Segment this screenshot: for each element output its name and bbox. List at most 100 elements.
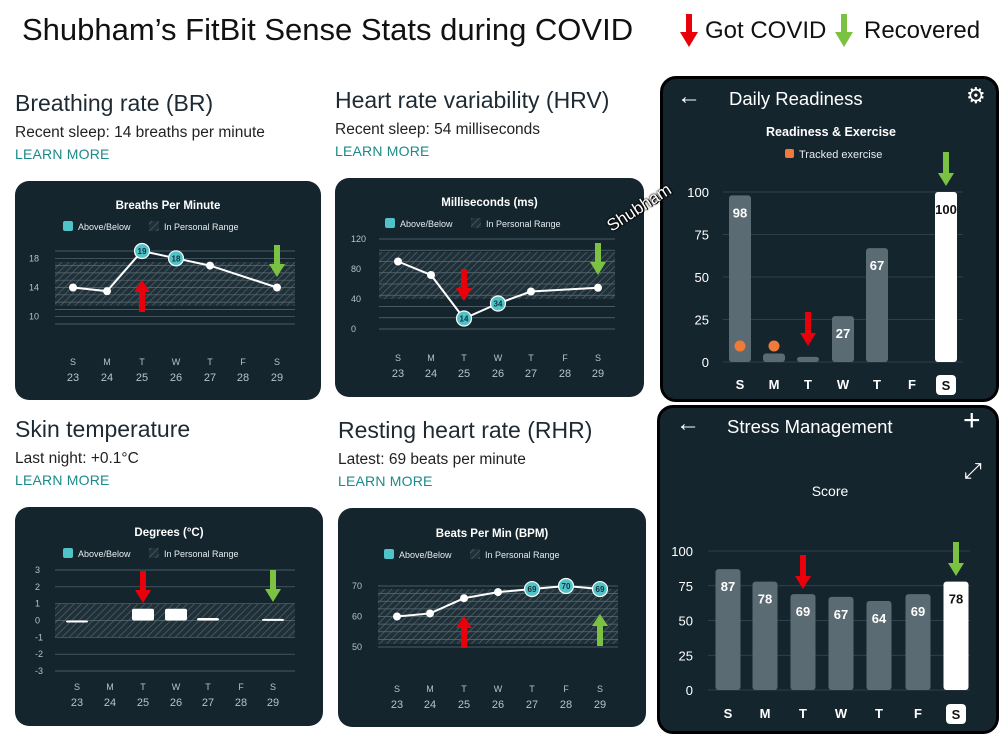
x-day-label: T xyxy=(873,377,881,392)
y-tick-label: 50 xyxy=(695,270,709,285)
y-tick-label: 3 xyxy=(35,565,40,575)
bar-value-label: 67 xyxy=(870,258,884,273)
x-day-date: 29 xyxy=(592,368,604,380)
bar xyxy=(832,316,854,362)
data-label: 70 xyxy=(562,582,571,591)
personal-range-band xyxy=(379,251,615,299)
y-tick-label: 50 xyxy=(352,642,362,652)
x-day-date: 24 xyxy=(104,697,116,709)
data-point xyxy=(460,594,468,603)
y-tick-label: -3 xyxy=(35,666,43,676)
br-chart-card: Breaths Per Minute Above/Below In Personal… xyxy=(15,181,321,400)
y-tick-label: 25 xyxy=(695,313,709,328)
br-title: Breathing rate (BR) xyxy=(15,90,214,116)
bar-value-label: 64 xyxy=(872,611,887,626)
data-point-labeled xyxy=(489,295,507,312)
bar xyxy=(262,618,284,621)
recovered-arrow xyxy=(269,245,285,277)
br-learn-more-link[interactable]: LEARN MORE xyxy=(15,146,110,162)
recovered-arrow xyxy=(948,542,964,576)
skin-chart: Degrees (°C)Above/Below In Personal Range… xyxy=(35,527,295,709)
bar-value-label: 69 xyxy=(796,604,810,619)
legend-range-label: In Personal Range xyxy=(485,550,560,560)
hrv-chart-card: Milliseconds (ms) Above/Below In Personal … xyxy=(335,178,644,397)
skin-learn-more-link[interactable]: LEARN MORE xyxy=(15,472,110,488)
personal-range-band xyxy=(55,261,295,306)
y-tick-label: 75 xyxy=(679,579,693,594)
x-day-date: 26 xyxy=(170,697,182,709)
bar xyxy=(943,581,969,690)
got-covid-arrow-icon xyxy=(680,14,698,47)
rhr-learn-more-link[interactable]: LEARN MORE xyxy=(338,473,433,489)
data-point-labeled xyxy=(133,242,151,260)
x-day-date: 24 xyxy=(101,372,113,384)
x-day-letter: S xyxy=(270,682,276,692)
bar-value-label: 69 xyxy=(911,604,925,619)
legend-range-swatch xyxy=(470,549,480,559)
y-tick-label: 75 xyxy=(695,228,709,243)
x-day-date: 26 xyxy=(170,372,182,384)
y-tick-label: 0 xyxy=(702,355,709,370)
today-marker xyxy=(946,704,966,724)
add-button[interactable]: + xyxy=(963,405,981,437)
x-day-letter: S xyxy=(74,682,80,692)
x-day-letter: M xyxy=(426,684,434,694)
tracked-exercise-dot xyxy=(734,340,746,352)
x-day-label: W xyxy=(837,377,850,392)
settings-gear-icon[interactable]: ⚙ xyxy=(966,83,986,108)
rhr-chart-card: Beats Per Min (BPM) Above/Below In Persona… xyxy=(338,508,646,727)
rhr-subtitle: Latest: 69 beats per minute xyxy=(338,451,526,468)
chart-title: Beats Per Min (BPM) xyxy=(436,528,549,540)
x-day-letter: T xyxy=(207,357,213,367)
expand-icon[interactable]: ⤢ xyxy=(964,458,982,483)
x-day-date: 26 xyxy=(492,699,504,711)
legend-above-swatch xyxy=(63,221,73,231)
x-day-letter: S xyxy=(597,684,603,694)
series-line xyxy=(397,260,599,320)
x-day-letter: M xyxy=(106,682,114,692)
x-day-label: T xyxy=(799,706,807,721)
bar-value-label: 98 xyxy=(733,205,747,220)
recovered-arrow xyxy=(592,614,608,646)
bar xyxy=(197,617,219,621)
rhr-title: Resting heart rate (RHR) xyxy=(338,417,593,443)
bar xyxy=(790,594,816,690)
x-day-date: 24 xyxy=(424,699,436,711)
x-day-letter: S xyxy=(395,353,401,363)
legend-range-swatch xyxy=(149,548,159,558)
bar-value-label: 100 xyxy=(935,202,957,217)
recovered-arrow-icon xyxy=(835,14,853,47)
y-tick-label: 100 xyxy=(671,544,693,559)
readiness-title: Daily Readiness xyxy=(729,88,863,109)
x-day-letter: T xyxy=(461,353,467,363)
y-tick-label: 40 xyxy=(351,294,361,304)
y-tick-label: 80 xyxy=(351,264,361,274)
got-covid-arrow xyxy=(456,269,472,301)
legend-got-covid: Got COVID xyxy=(705,17,827,44)
legend-range-swatch xyxy=(149,221,159,231)
data-point xyxy=(393,612,401,621)
x-day-letter: T xyxy=(529,684,535,694)
bar xyxy=(752,581,778,690)
hrv-learn-more-link[interactable]: LEARN MORE xyxy=(335,143,430,159)
br-subtitle: Recent sleep: 14 breaths per minute xyxy=(15,124,265,141)
x-day-date: 28 xyxy=(235,697,247,709)
chart-title: Score xyxy=(812,483,849,499)
x-day-label: S xyxy=(736,377,745,392)
data-point xyxy=(426,609,434,618)
data-point-labeled xyxy=(591,580,609,598)
data-point-labeled xyxy=(523,580,541,598)
x-day-label: S xyxy=(942,378,951,393)
x-day-letter: W xyxy=(172,357,181,367)
got-covid-arrow xyxy=(135,571,151,603)
chart-title: Degrees (°C) xyxy=(134,527,203,539)
y-tick-label: 100 xyxy=(687,185,709,200)
stress-back-button[interactable]: ← xyxy=(676,410,700,437)
bar-value-label: 67 xyxy=(834,607,848,622)
x-day-label: S xyxy=(952,707,961,722)
legend-range-swatch xyxy=(471,218,481,228)
stress-chart: Score 0 25 50 75 100 87 S 78 M 69 T 67 W 64 T 69 F 78 S xyxy=(671,483,970,724)
x-day-date: 23 xyxy=(392,368,404,380)
legend-above-label: Above/Below xyxy=(400,219,453,229)
readiness-back-button[interactable]: ← xyxy=(677,83,701,110)
